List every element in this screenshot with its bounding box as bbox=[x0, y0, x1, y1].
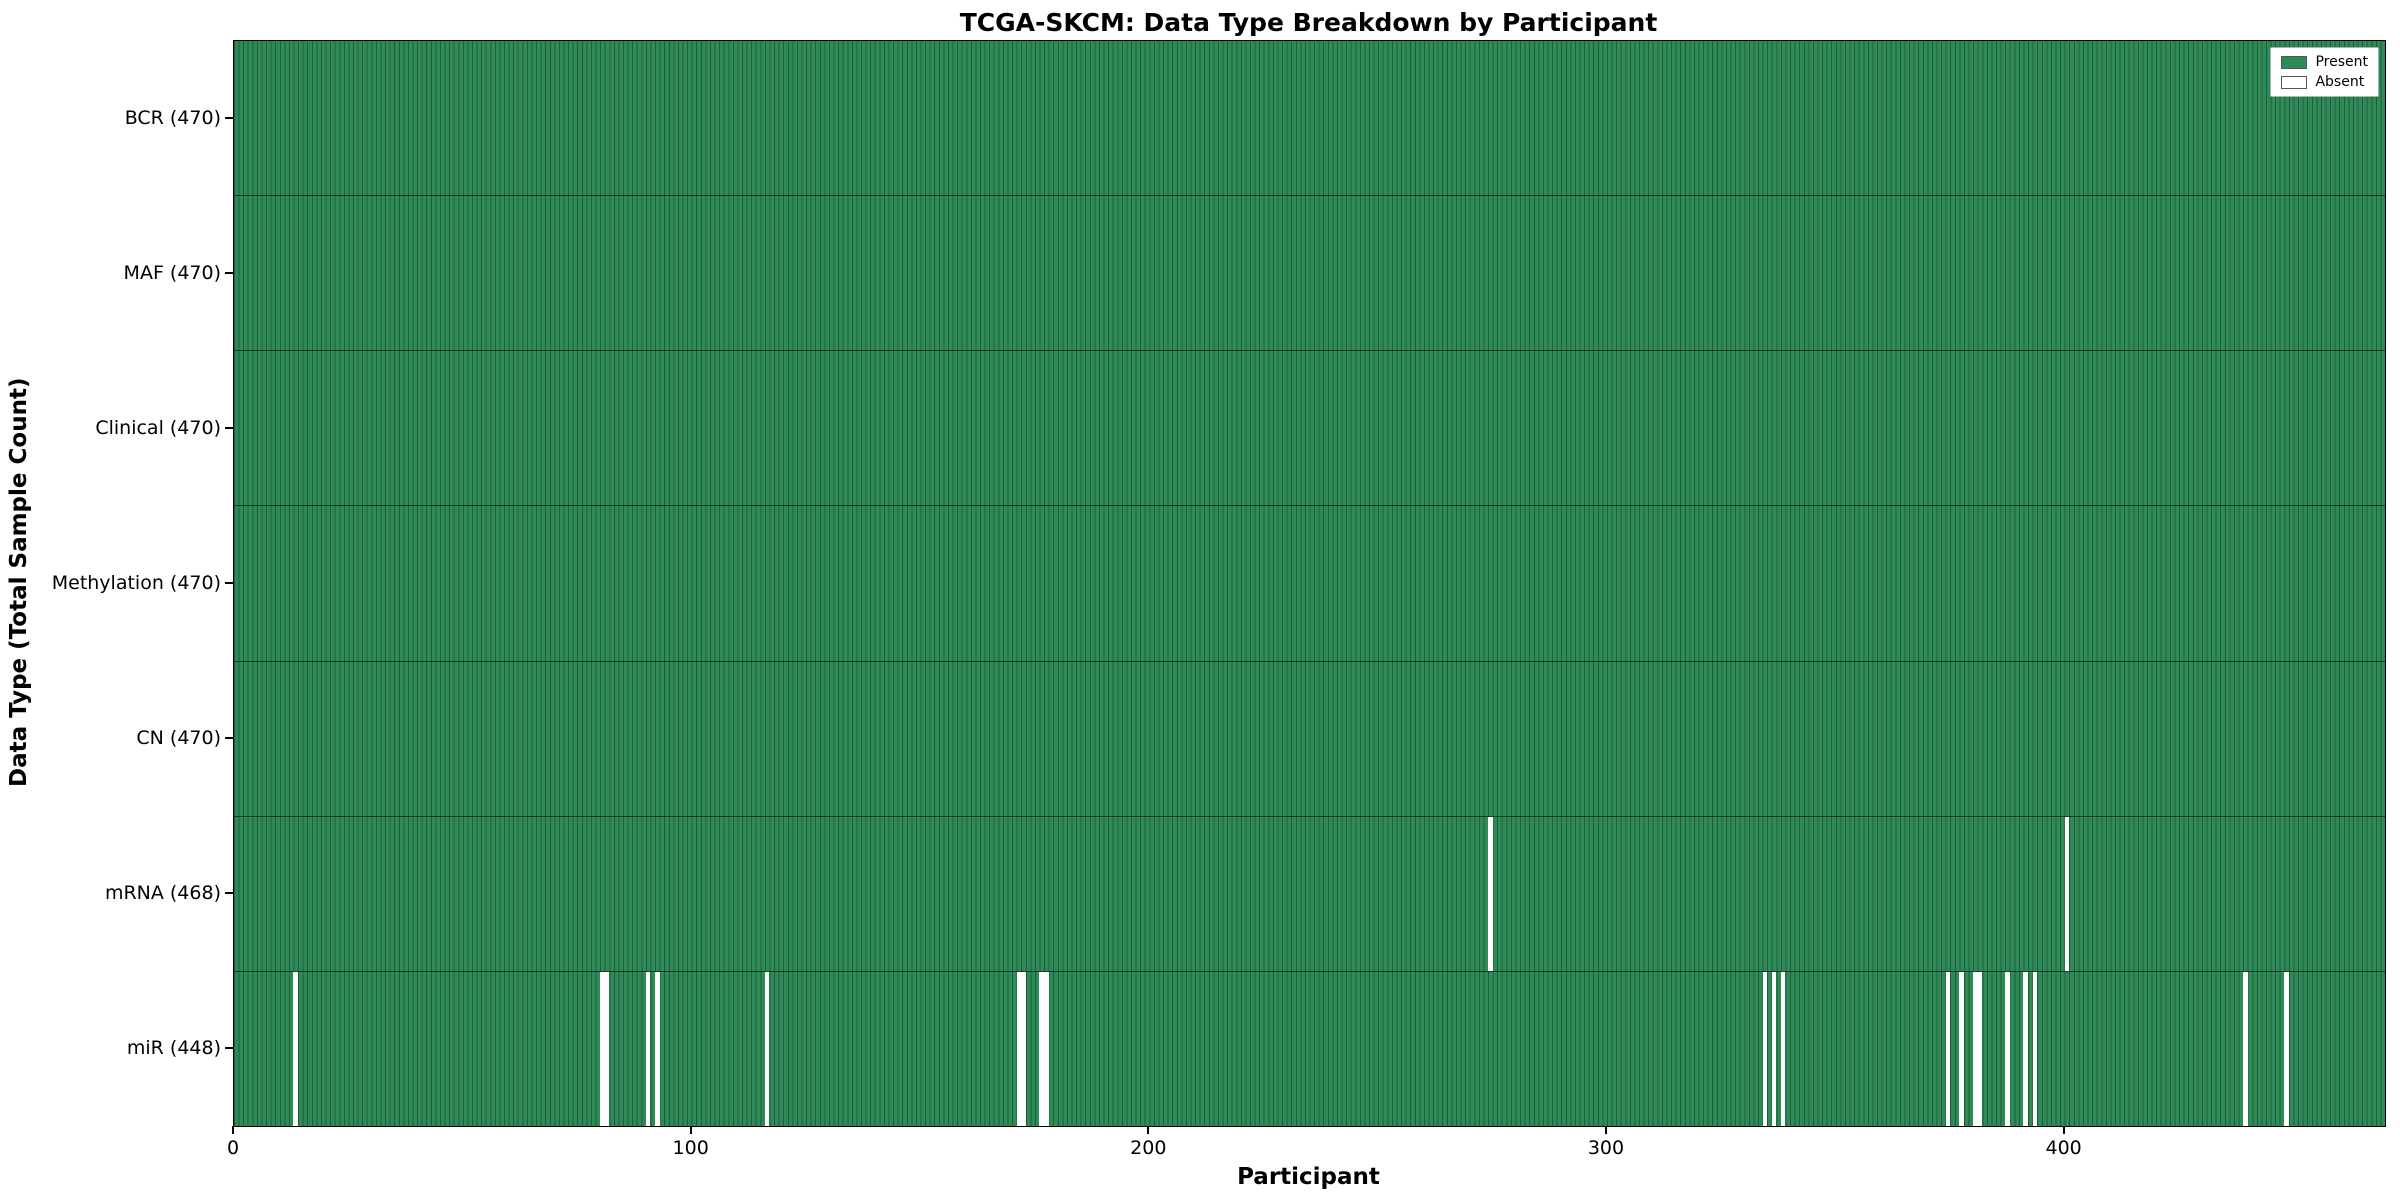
data-row-cn bbox=[234, 660, 2385, 816]
x-tick-label: 0 bbox=[226, 1137, 240, 1159]
absent-marker bbox=[1044, 971, 1049, 1126]
y-tick-mark bbox=[225, 891, 233, 894]
absent-marker bbox=[2032, 971, 2038, 1126]
legend-label: Absent bbox=[2315, 74, 2365, 90]
x-tick-mark bbox=[1604, 1126, 1607, 1134]
absent-marker bbox=[1016, 971, 1022, 1126]
absent-marker bbox=[2064, 816, 2070, 971]
x-tick-label: 300 bbox=[1587, 1137, 1625, 1159]
x-tick-mark bbox=[232, 1126, 234, 1134]
data-row-mir bbox=[234, 970, 2385, 1126]
y-tick-mark bbox=[225, 581, 233, 584]
y-tick-mark bbox=[225, 736, 233, 739]
absent-marker bbox=[2023, 971, 2028, 1126]
legend-label: Present bbox=[2315, 54, 2368, 70]
absent-marker bbox=[1977, 971, 1983, 1126]
data-row-methylation bbox=[234, 505, 2385, 661]
absent-marker bbox=[2243, 971, 2248, 1126]
absent-marker bbox=[1021, 971, 1026, 1126]
absent-marker bbox=[2005, 971, 2010, 1126]
legend-swatch-absent bbox=[2281, 75, 2308, 89]
legend: Present Absent bbox=[2270, 47, 2379, 97]
x-tick-label: 200 bbox=[1130, 1137, 1167, 1159]
x-tick-label: 400 bbox=[2045, 1137, 2082, 1159]
absent-marker bbox=[645, 971, 651, 1126]
data-row-maf bbox=[234, 195, 2385, 351]
y-tick-mark bbox=[225, 271, 233, 274]
plot-area: Present Absent bbox=[233, 40, 2386, 1127]
x-tick-mark bbox=[1147, 1126, 1150, 1134]
x-tick-label: 100 bbox=[672, 1137, 709, 1159]
absent-marker bbox=[1762, 971, 1768, 1126]
x-tick-mark bbox=[2062, 1126, 2065, 1134]
absent-marker bbox=[1973, 971, 1978, 1126]
absent-marker bbox=[1945, 971, 1951, 1126]
absent-marker bbox=[604, 971, 610, 1126]
absent-marker bbox=[1039, 971, 1045, 1126]
y-tick-mark bbox=[225, 426, 233, 429]
absent-marker bbox=[1959, 971, 1964, 1126]
absent-marker bbox=[600, 971, 605, 1126]
chart-title: TCGA-SKCM: Data Type Breakdown by Partic… bbox=[959, 8, 1658, 37]
legend-swatch-present bbox=[2281, 55, 2308, 69]
data-row-clinical bbox=[234, 350, 2385, 506]
legend-item-absent: Absent bbox=[2281, 74, 2368, 90]
y-tick-label: Clinical (470) bbox=[95, 416, 221, 439]
data-row-bcr bbox=[234, 41, 2385, 196]
y-tick-mark bbox=[225, 1046, 233, 1049]
absent-marker bbox=[293, 971, 299, 1126]
y-tick-label: Methylation (470) bbox=[51, 571, 221, 594]
y-tick-label: mRNA (468) bbox=[104, 881, 221, 904]
absent-marker bbox=[2284, 971, 2289, 1126]
x-axis-label: Participant bbox=[1237, 1164, 1380, 1190]
absent-marker bbox=[1771, 971, 1777, 1126]
y-tick-mark bbox=[225, 116, 233, 119]
y-tick-label: miR (448) bbox=[126, 1036, 221, 1059]
heatmap-rows bbox=[234, 41, 2385, 1126]
legend-item-present: Present bbox=[2281, 54, 2368, 70]
data-row-mrna bbox=[234, 815, 2385, 971]
absent-marker bbox=[655, 971, 660, 1126]
y-tick-label: BCR (470) bbox=[124, 106, 221, 129]
x-tick-mark bbox=[689, 1126, 692, 1134]
absent-marker bbox=[1780, 971, 1786, 1126]
y-tick-label: CN (470) bbox=[136, 726, 221, 749]
absent-marker bbox=[764, 971, 770, 1126]
absent-marker bbox=[1487, 816, 1493, 971]
y-tick-label: MAF (470) bbox=[123, 261, 221, 284]
